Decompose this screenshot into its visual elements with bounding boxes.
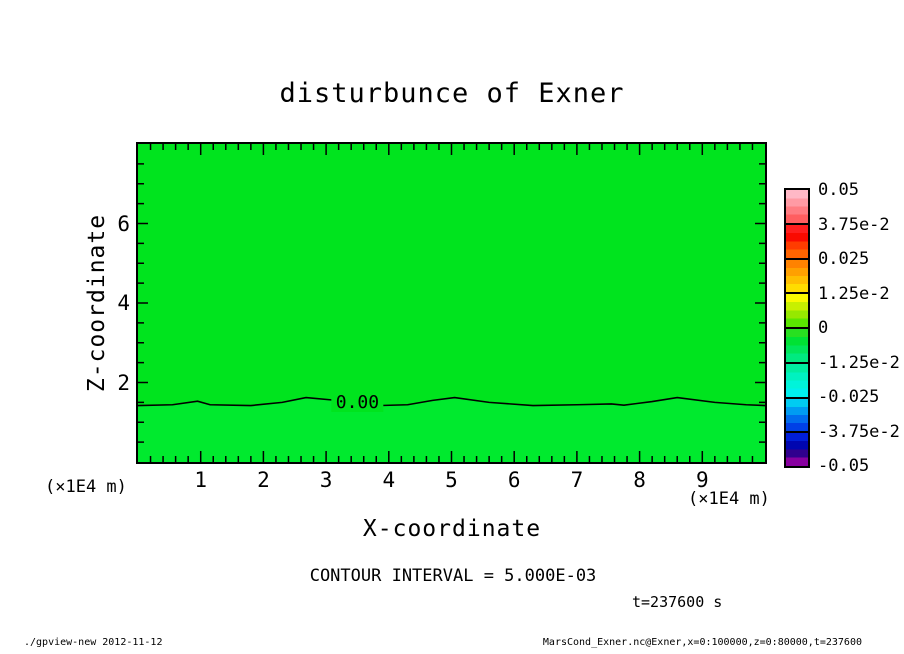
y-tick-label: 2 <box>117 370 130 395</box>
colorbar-segment <box>786 363 808 399</box>
footer-program-version: ./gpview-new 2012-11-12 <box>24 637 163 648</box>
y-tick-label: 4 <box>117 291 130 315</box>
x-tick-label: 9 <box>695 468 709 492</box>
colorbar-tick-label: -0.025 <box>818 387 880 407</box>
colorbar-segment <box>786 398 808 434</box>
contour-plot-canvas <box>138 144 765 462</box>
x-tick-label: 8 <box>633 468 646 492</box>
y-tick-label: 6 <box>117 211 130 236</box>
x-axis-title: X-coordinate <box>362 516 542 542</box>
x-tick-label: 2 <box>257 468 270 492</box>
colorbar-tick-label: 0.025 <box>818 249 870 269</box>
x-tick-label: 6 <box>507 468 521 492</box>
colorbar-tick-label: 0.05 <box>818 180 859 200</box>
x-tick-label: 7 <box>570 468 584 492</box>
below-zero-region <box>138 397 765 462</box>
contour-interval-annotation: CONTOUR INTERVAL = 5.000E-03 <box>309 566 597 586</box>
colorbar-tick-label: 3.75e-2 <box>818 214 890 235</box>
colorbar-segment <box>786 433 808 466</box>
colorbar-segment <box>786 294 808 329</box>
colorbar-tick-label: -1.25e-2 <box>818 352 900 373</box>
chart-title: disturbunce of Exner <box>279 78 625 109</box>
colorbar-segment <box>786 224 808 260</box>
colorbar-segment <box>786 190 808 225</box>
colorbar <box>784 188 810 468</box>
zero-contour-value-label: 0.00 <box>331 394 384 413</box>
x-tick-label: 5 <box>445 468 458 492</box>
zero-contour-line <box>138 396 765 407</box>
colorbar-tick-label: -3.75e-2 <box>818 421 900 442</box>
colorbar-tick-label: 1.25e-2 <box>818 283 890 304</box>
y-axis-unit-label: (×1E4 m) <box>45 477 127 497</box>
colorbar-segment <box>786 259 808 295</box>
x-axis-unit-label: (×1E4 m) <box>688 489 770 509</box>
colorbar-segment <box>786 329 808 364</box>
x-tick-label: 1 <box>194 468 208 492</box>
plot-area: 0.00 <box>136 142 767 464</box>
colorbar-tick-label: -0.05 <box>818 456 870 476</box>
colorbar-tick-label: 0 <box>818 318 829 338</box>
footer-data-source: MarsCond_Exner.nc@Exner,x=0:100000,z=0:8… <box>542 637 862 648</box>
time-annotation: t=237600 s <box>632 593 723 611</box>
x-tick-label: 4 <box>382 468 396 492</box>
x-tick-label: 3 <box>319 468 333 492</box>
